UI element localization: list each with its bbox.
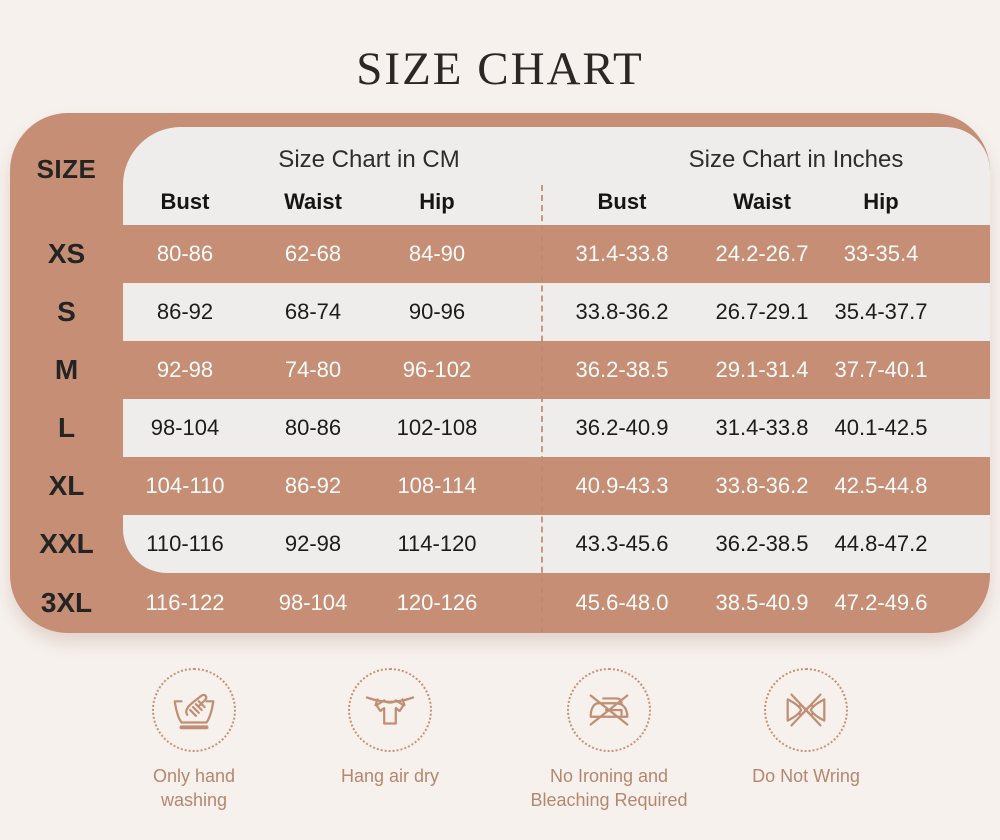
cell: 42.5-44.8: [834, 473, 928, 498]
in-bust-header: Bust: [597, 189, 647, 214]
cell: 45.6-48.0: [575, 590, 669, 615]
care-label-line: Hang air dry: [340, 766, 440, 786]
cell: 62-68: [284, 241, 342, 266]
cell: 40.1-42.5: [834, 415, 928, 440]
size-label-xxl: XXL: [39, 528, 94, 559]
size-label-m: M: [54, 354, 79, 385]
in-waist-header: Waist: [733, 189, 791, 214]
cell: 114-120: [397, 531, 477, 556]
care-label: Do Not Wring: [691, 764, 921, 788]
cell: 68-74: [284, 299, 342, 324]
care-label-line: No Ironing and: [549, 766, 669, 786]
cell: 84-90: [408, 241, 466, 266]
size-column: SIZE XS S M L XL XXL 3XL: [10, 113, 123, 633]
cell: 29.1-31.4: [715, 357, 809, 382]
care-item-no-iron-bleach: No Ironing and Bleaching Required: [494, 668, 724, 812]
cell: 116-122: [145, 590, 225, 615]
do-not-wring-icon: [764, 668, 848, 752]
cell: 33.8-36.2: [575, 299, 669, 324]
table-row-xs: 80-86 62-68 84-90 31.4-33.8 24.2-26.7 33…: [123, 225, 990, 283]
cell: 40.9-43.3: [575, 473, 669, 498]
table-row-3xl: 116-122 98-104 120-126 45.6-48.0 38.5-40…: [123, 573, 990, 633]
size-chart-card: SIZE XS S M L XL XXL 3XL Size Chart in C…: [10, 113, 990, 633]
cell: 98-104: [150, 415, 220, 440]
cell: 98-104: [278, 590, 348, 615]
cell: 102-108: [396, 415, 478, 440]
care-label-line: Bleaching Required: [530, 790, 688, 810]
cell: 74-80: [284, 357, 342, 382]
care-item-hang-dry: Hang air dry: [275, 668, 505, 788]
cell: 80-86: [156, 241, 214, 266]
size-column-header: SIZE: [36, 153, 97, 184]
cell: 86-92: [284, 473, 342, 498]
cell: 80-86: [284, 415, 342, 440]
care-label: Only hand washing: [79, 764, 309, 812]
care-item-do-not-wring: Do Not Wring: [691, 668, 921, 788]
table-row-xxl: 110-116 92-98 114-120 43.3-45.6 36.2-38.…: [123, 515, 990, 573]
table-row-m: 92-98 74-80 96-102 36.2-38.5 29.1-31.4 3…: [123, 341, 990, 399]
care-label-line: Only hand: [152, 766, 236, 786]
cell: 108-114: [397, 473, 477, 498]
inches-section-title: Size Chart in Inches: [688, 146, 904, 173]
cell: 37.7-40.1: [834, 357, 928, 382]
care-item-hand-wash: Only hand washing: [79, 668, 309, 812]
table-row-s: 86-92 68-74 90-96 33.8-36.2 26.7-29.1 35…: [123, 283, 990, 341]
no-iron-bleach-icon: [567, 668, 651, 752]
table-body: 80-86 62-68 84-90 31.4-33.8 24.2-26.7 33…: [123, 225, 990, 573]
cell: 110-116: [146, 531, 224, 556]
care-label: Hang air dry: [275, 764, 505, 788]
panel-header: Size Chart in CM Size Chart in Inches Bu…: [123, 127, 990, 225]
cell: 90-96: [408, 299, 466, 324]
table-row-l: 98-104 80-86 102-108 36.2-40.9 31.4-33.8…: [123, 399, 990, 457]
size-label-xs: XS: [47, 238, 86, 269]
cell: 96-102: [402, 357, 472, 382]
hand-wash-icon: [152, 668, 236, 752]
cell: 24.2-26.7: [715, 241, 809, 266]
cell: 38.5-40.9: [715, 590, 809, 615]
care-label-line: washing: [160, 790, 228, 810]
measurements-panel: Size Chart in CM Size Chart in Inches Bu…: [123, 127, 990, 573]
cell: 26.7-29.1: [715, 299, 809, 324]
cell: 92-98: [284, 531, 342, 556]
size-label-xl: XL: [48, 470, 85, 501]
page-title: SIZE CHART: [356, 43, 644, 95]
cell: 31.4-33.8: [715, 415, 809, 440]
cell: 44.8-47.2: [834, 531, 928, 556]
cm-bust-header: Bust: [160, 189, 210, 214]
cm-hip-header: Hip: [419, 189, 455, 214]
cell: 31.4-33.8: [575, 241, 669, 266]
cm-section-title: Size Chart in CM: [278, 146, 460, 173]
table-row-xl: 104-110 86-92 108-114 40.9-43.3 33.8-36.…: [123, 457, 990, 515]
cell: 47.2-49.6: [834, 590, 928, 615]
in-hip-header: Hip: [863, 189, 899, 214]
cell: 120-126: [396, 590, 478, 615]
cell: 92-98: [156, 357, 214, 382]
cell: 35.4-37.7: [834, 299, 928, 324]
cm-waist-header: Waist: [284, 189, 342, 214]
cell: 43.3-45.6: [575, 531, 669, 556]
cm-inches-divider: [541, 185, 543, 633]
cell: 36.2-40.9: [575, 415, 669, 440]
care-label: No Ironing and Bleaching Required: [494, 764, 724, 812]
care-label-line: Do Not Wring: [752, 766, 860, 786]
cell: 33.8-36.2: [715, 473, 809, 498]
care-instructions: Only hand washing Hang air dry: [0, 668, 1000, 834]
cell: 33-35.4: [843, 241, 919, 266]
cell: 86-92: [156, 299, 214, 324]
cell: 36.2-38.5: [575, 357, 669, 382]
size-label-3xl: 3XL: [40, 587, 93, 618]
column-headers-row: Bust Waist Hip Bust Waist Hip: [123, 179, 990, 225]
cell: 104-110: [145, 473, 225, 498]
cell: 36.2-38.5: [715, 531, 809, 556]
size-label-l: L: [57, 412, 76, 443]
size-label-s: S: [57, 296, 76, 327]
hang-dry-icon: [348, 668, 432, 752]
